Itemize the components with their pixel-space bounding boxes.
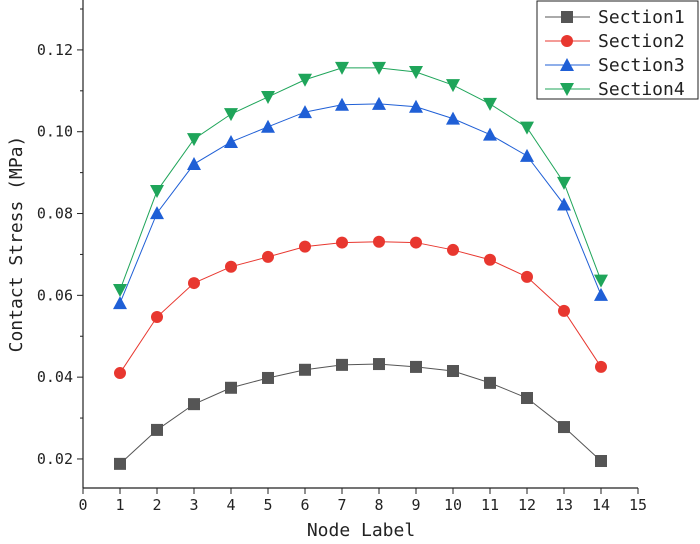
data-point bbox=[595, 360, 607, 373]
x-tick-label: 9 bbox=[411, 496, 420, 514]
data-point bbox=[114, 457, 126, 470]
data-point bbox=[187, 157, 201, 171]
x-tick-label: 10 bbox=[444, 496, 462, 514]
data-point bbox=[557, 176, 571, 190]
data-point bbox=[188, 398, 200, 411]
data-point bbox=[335, 97, 349, 111]
x-tick-label: 1 bbox=[115, 496, 124, 514]
data-point bbox=[188, 277, 200, 290]
data-point bbox=[521, 392, 533, 405]
data-point bbox=[558, 304, 570, 317]
x-tick-label: 7 bbox=[337, 496, 346, 514]
legend: Section1 Section2 Section3 Section4 bbox=[536, 0, 699, 100]
data-point bbox=[336, 358, 348, 371]
x-tick-label: 11 bbox=[481, 496, 499, 514]
data-point bbox=[484, 253, 496, 266]
data-point bbox=[225, 381, 237, 394]
data-point bbox=[410, 360, 422, 373]
series-line bbox=[119, 67, 602, 291]
data-point bbox=[261, 90, 275, 104]
series-line bbox=[119, 363, 602, 465]
series-section2 bbox=[114, 235, 607, 380]
series-line bbox=[119, 241, 602, 374]
data-point bbox=[372, 61, 386, 75]
x-tick-label: 2 bbox=[152, 496, 161, 514]
data-point bbox=[299, 240, 311, 253]
data-point bbox=[372, 96, 386, 110]
legend-marker bbox=[560, 83, 574, 96]
y-tick-label: 0.12 bbox=[37, 41, 73, 59]
x-tick-label: 0 bbox=[78, 496, 87, 514]
data-point bbox=[447, 243, 459, 256]
data-point bbox=[410, 236, 422, 249]
legend-label: Section3 bbox=[598, 55, 685, 76]
data-point bbox=[113, 296, 127, 310]
legend-marker bbox=[560, 58, 574, 71]
legend-label: Section2 bbox=[598, 31, 685, 52]
data-point bbox=[520, 148, 534, 162]
data-point bbox=[373, 235, 385, 248]
data-point bbox=[262, 250, 274, 263]
data-point bbox=[595, 455, 607, 468]
x-tick-label: 6 bbox=[300, 496, 309, 514]
plot-area: 0 1 2 3 4 5 6 7 8 9 10 11 12 13 14 150.020.040.060.080.… bbox=[37, 0, 647, 514]
data-point bbox=[113, 284, 127, 298]
data-point bbox=[446, 79, 460, 93]
legend-label: Section4 bbox=[598, 79, 685, 100]
y-axis-label: Contact Stress (MPa) bbox=[6, 136, 27, 353]
data-point bbox=[187, 133, 201, 147]
data-point bbox=[483, 127, 497, 141]
data-point bbox=[336, 236, 348, 249]
data-point bbox=[335, 61, 349, 75]
y-tick-label: 0.08 bbox=[37, 205, 73, 223]
data-point bbox=[520, 121, 534, 135]
data-point bbox=[409, 99, 423, 113]
series-section4 bbox=[113, 61, 608, 298]
data-point bbox=[521, 270, 533, 283]
data-point bbox=[224, 134, 238, 148]
x-tick-label: 3 bbox=[189, 496, 198, 514]
data-point bbox=[484, 376, 496, 389]
data-point bbox=[225, 260, 237, 273]
y-tick-label: 0.04 bbox=[37, 368, 73, 386]
data-point bbox=[262, 371, 274, 384]
x-tick-label: 12 bbox=[518, 496, 536, 514]
data-point bbox=[298, 73, 312, 87]
data-point bbox=[150, 206, 164, 220]
legend-marker bbox=[561, 11, 573, 23]
data-point bbox=[299, 363, 311, 376]
x-tick-label: 13 bbox=[555, 496, 573, 514]
data-point bbox=[594, 287, 608, 301]
x-tick-label: 4 bbox=[226, 496, 235, 514]
data-point bbox=[409, 65, 423, 79]
x-tick-label: 14 bbox=[592, 496, 610, 514]
data-point bbox=[114, 367, 126, 380]
series-section3 bbox=[113, 96, 608, 310]
legend-marker bbox=[561, 35, 573, 47]
x-tick-label: 15 bbox=[629, 496, 647, 514]
x-tick-label: 8 bbox=[374, 496, 383, 514]
series-line bbox=[119, 103, 602, 304]
y-tick-label: 0.06 bbox=[37, 286, 73, 304]
data-point bbox=[224, 108, 238, 122]
data-point bbox=[483, 97, 497, 111]
data-point bbox=[151, 423, 163, 436]
data-point bbox=[298, 105, 312, 119]
data-point bbox=[558, 421, 570, 434]
data-point bbox=[594, 274, 608, 288]
data-point bbox=[446, 111, 460, 125]
y-tick-label: 0.10 bbox=[37, 123, 73, 141]
data-point bbox=[373, 358, 385, 371]
y-tick-label: 0.02 bbox=[37, 450, 73, 468]
x-tick-label: 5 bbox=[263, 496, 272, 514]
series-section1 bbox=[114, 358, 607, 470]
data-point bbox=[151, 311, 163, 324]
data-point bbox=[447, 365, 459, 378]
data-point bbox=[150, 185, 164, 199]
data-point bbox=[261, 119, 275, 133]
legend-label: Section1 bbox=[598, 7, 685, 28]
data-point bbox=[557, 197, 571, 211]
x-axis-label: Node Label bbox=[307, 520, 415, 541]
